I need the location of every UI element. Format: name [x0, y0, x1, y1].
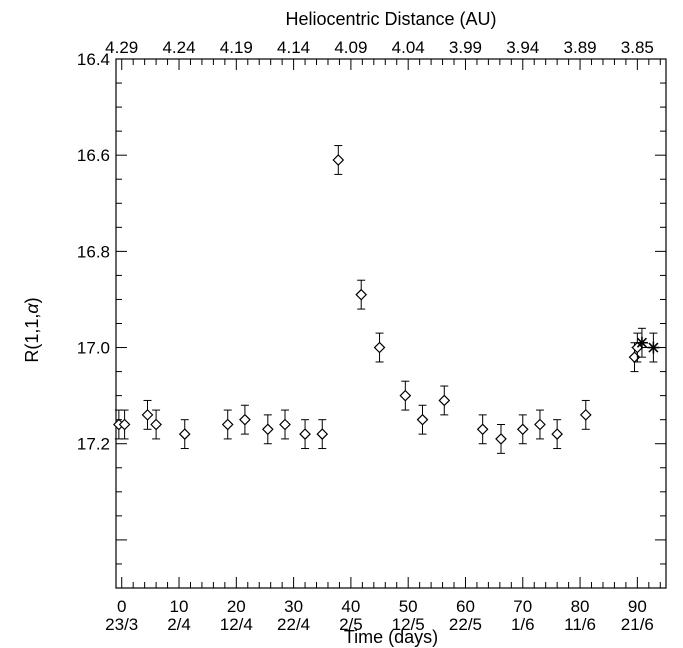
diamond-marker [261, 423, 274, 436]
asterisk-point [647, 332, 660, 363]
diamond-marker [221, 418, 234, 431]
diamond-marker [416, 413, 429, 426]
diamond-marker [534, 418, 546, 431]
diamond-marker [332, 154, 345, 166]
diamond-point [355, 279, 368, 310]
top-tick-label: 3.89 [564, 38, 597, 57]
diamond-marker [438, 394, 451, 407]
x-tick-label: 60 [456, 597, 475, 616]
diamond-marker [178, 428, 191, 440]
x-tick-label: 40 [341, 597, 360, 616]
asterisk-stroke [648, 342, 659, 353]
diamond-marker [399, 389, 412, 402]
diamond-marker [279, 418, 291, 431]
diamond-marker [150, 418, 162, 431]
plot-frame [115, 58, 667, 589]
diamond-point [141, 399, 154, 430]
data-points [113, 145, 660, 454]
diamond-point [438, 385, 451, 416]
asterisk-point [635, 327, 648, 358]
diamond-marker [476, 423, 489, 436]
diamond-point [373, 332, 386, 363]
x-tick-label: 10 [170, 597, 189, 616]
diamond-point [516, 414, 529, 445]
x-date-label: 12/5 [392, 615, 425, 634]
x-tick-label: 80 [571, 597, 590, 616]
x-tick-label: 20 [227, 597, 246, 616]
diamond-point [261, 414, 274, 445]
diamond-point [534, 409, 546, 440]
y-tick-label: 16.6 [77, 146, 110, 165]
diamond-point [399, 380, 412, 411]
diamond-marker [579, 409, 592, 421]
x-date-label: 1/6 [511, 615, 535, 634]
top-tick-label: 4.09 [334, 38, 367, 57]
diamond-point [239, 404, 251, 435]
top-tick-label: 4.19 [220, 38, 253, 57]
x-date-label: 22/4 [277, 615, 310, 634]
diamond-marker [516, 423, 529, 436]
diamond-point [118, 409, 131, 440]
diamond-point [299, 419, 311, 450]
diamond-point [279, 409, 291, 440]
x-date-label: 12/4 [220, 615, 253, 634]
top-tick-label: 3.99 [449, 38, 482, 57]
y-tick-label: 17.0 [77, 339, 110, 358]
diamond-marker [316, 428, 329, 440]
diamond-point [416, 404, 429, 435]
x-axis-title: Time (days) [344, 627, 438, 647]
y-tick-label: 16.4 [77, 50, 110, 69]
top-tick-label: 4.29 [105, 38, 138, 57]
y-axis-title: R(1,1,α) [22, 297, 42, 362]
diamond-marker [495, 433, 507, 445]
diamond-marker [373, 341, 386, 354]
diamond-marker [118, 418, 131, 431]
x-date-label: 23/3 [105, 615, 138, 634]
diamond-marker [141, 409, 154, 421]
x-date-label: 21/6 [621, 615, 654, 634]
diamond-marker [239, 413, 251, 426]
y-tick-label: 17.2 [77, 435, 110, 454]
diamond-point [579, 399, 592, 430]
diamond-point [178, 419, 191, 450]
top-tick-label: 4.24 [162, 38, 195, 57]
diamond-point [495, 423, 507, 454]
x-tick-label: 50 [399, 597, 418, 616]
x-date-label: 2/4 [167, 615, 191, 634]
diamond-point [316, 419, 329, 450]
diamond-point [551, 419, 563, 450]
x-tick-label: 70 [513, 597, 532, 616]
diamond-marker [299, 428, 311, 440]
diamond-marker [551, 428, 563, 440]
top-tick-label: 3.85 [621, 38, 654, 57]
diamond-point [332, 145, 345, 175]
top-axis-title: Heliocentric Distance (AU) [285, 9, 496, 29]
x-date-label: 11/6 [564, 615, 596, 634]
top-tick-label: 3.94 [506, 38, 539, 57]
diamond-point [221, 409, 234, 440]
diamond-point [476, 414, 489, 445]
diamond-point [150, 409, 162, 440]
x-tick-label: 30 [284, 597, 303, 616]
top-tick-label: 4.04 [392, 38, 425, 57]
asterisk-stroke [636, 337, 648, 348]
top-tick-label: 4.14 [277, 38, 310, 57]
x-date-label: 2/5 [339, 615, 363, 634]
x-tick-label: 0 [117, 597, 126, 616]
y-tick-label: 16.8 [77, 242, 110, 261]
x-tick-label: 90 [628, 597, 647, 616]
x-date-label: 22/5 [449, 615, 482, 634]
diamond-marker [355, 288, 368, 301]
axis-ticks [116, 58, 666, 589]
